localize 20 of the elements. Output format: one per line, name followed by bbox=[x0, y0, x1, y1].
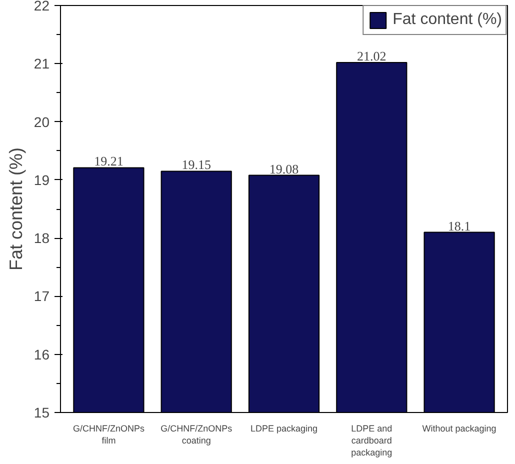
x-tick-label: Without packaging bbox=[422, 424, 496, 434]
y-tick-label: 16 bbox=[34, 346, 50, 362]
y-tick-label: 22 bbox=[34, 0, 50, 14]
x-tick-label: G/CHNF/ZnONPs coating bbox=[160, 424, 233, 446]
y-tick-label: 17 bbox=[34, 288, 50, 304]
x-tick-label: LDPE and cardboard packaging bbox=[351, 424, 392, 458]
x-tick-label: G/CHNF/ZnONPs film bbox=[72, 424, 145, 446]
y-tick-label: 15 bbox=[34, 404, 50, 420]
data-label: 19.21 bbox=[94, 154, 124, 169]
y-tick-label: 18 bbox=[34, 230, 50, 246]
data-label: 18.1 bbox=[448, 218, 471, 234]
data-label: 21.02 bbox=[357, 48, 386, 64]
data-label: 19.15 bbox=[182, 157, 211, 172]
y-tick-label: 21 bbox=[34, 56, 50, 72]
y-axis-title: Fat content (%) bbox=[6, 147, 26, 271]
y-tick-label: 19 bbox=[34, 172, 50, 188]
y-tick-label: 20 bbox=[34, 114, 50, 130]
data-label: 19.08 bbox=[269, 161, 299, 176]
x-tick-label: LDPE packaging bbox=[250, 424, 318, 434]
legend-label: Fat content (%) bbox=[392, 11, 502, 29]
